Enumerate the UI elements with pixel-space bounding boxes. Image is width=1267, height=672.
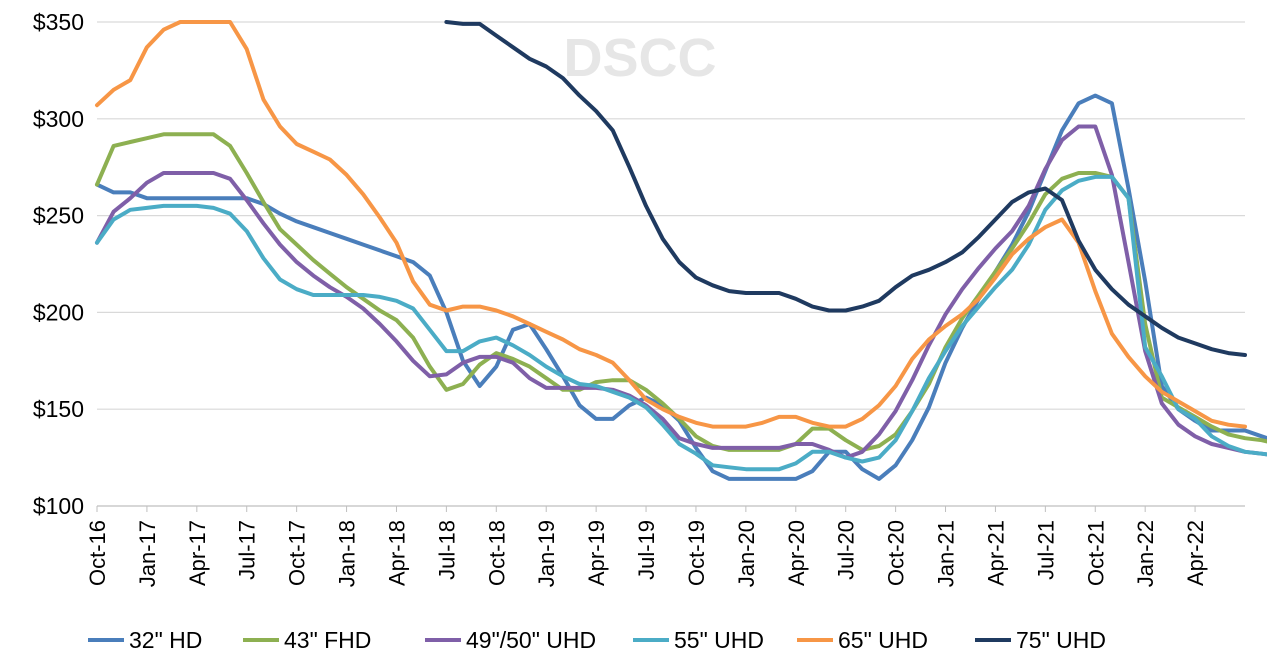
x-tick-label: Jan-22	[1133, 520, 1158, 587]
x-tick-label: Apr-22	[1183, 520, 1208, 586]
x-tick-label: Apr-21	[983, 520, 1008, 586]
y-tick-label: $150	[33, 396, 84, 422]
x-tick-label: Jan-17	[135, 520, 160, 587]
x-tick-label: Jan-19	[534, 520, 559, 587]
x-tick-label: Jan-18	[335, 520, 360, 587]
x-tick-label: Jan-21	[934, 520, 959, 587]
x-tick-label: Jul-17	[235, 520, 260, 580]
y-tick-label: $100	[33, 493, 84, 519]
y-tick-label: $350	[33, 9, 84, 35]
y-tick-label: $300	[33, 106, 84, 132]
legend-label-2: 49"/50" UHD	[466, 627, 596, 653]
x-tick-label: Jul-21	[1033, 520, 1058, 580]
x-tick-label: Jul-18	[434, 520, 459, 580]
y-axis: $100 $150 $200 $250 $300 $350	[33, 9, 84, 519]
series-line-2	[95, 124, 1267, 460]
x-axis: Oct-16 Jan-17 Apr-17 Jul-17 Oct-17 Jan-18 Apr-…	[85, 506, 1208, 587]
x-tick-label: Jul-19	[634, 520, 659, 580]
x-tick-label: Apr-20	[784, 520, 809, 586]
x-tick-label: Oct-16	[85, 520, 110, 586]
legend-label-0: 32" HD	[129, 627, 202, 653]
watermark-text: DSCC	[563, 28, 716, 88]
series-lines	[95, 20, 1267, 481]
x-tick-label: Oct-19	[684, 520, 709, 586]
x-tick-label: Apr-18	[384, 520, 409, 586]
x-tick-label: Jan-20	[734, 520, 759, 587]
legend-label-1: 43" FHD	[284, 627, 371, 653]
y-tick-label: $250	[33, 203, 84, 229]
series-line-3	[95, 174, 1267, 472]
series-line-4	[95, 20, 1247, 429]
x-tick-label: Oct-20	[884, 520, 909, 586]
x-tick-label: Apr-19	[584, 520, 609, 586]
y-tick-label: $200	[33, 299, 84, 325]
x-tick-label: Oct-18	[484, 520, 509, 586]
legend-label-3: 55" UHD	[674, 627, 764, 653]
legend-label-5: 75" UHD	[1016, 627, 1106, 653]
x-tick-label: Jul-20	[834, 520, 859, 580]
x-tick-label: Oct-17	[285, 520, 310, 586]
series-line-1	[95, 132, 1267, 452]
legend-label-4: 65" UHD	[838, 627, 928, 653]
series-line-5	[444, 20, 1247, 357]
x-tick-label: Oct-21	[1083, 520, 1108, 586]
legend: 32" HD 43" FHD 49"/50" UHD 55" UHD 65" UHD 75…	[88, 627, 1106, 653]
x-tick-label: Apr-17	[185, 520, 210, 586]
